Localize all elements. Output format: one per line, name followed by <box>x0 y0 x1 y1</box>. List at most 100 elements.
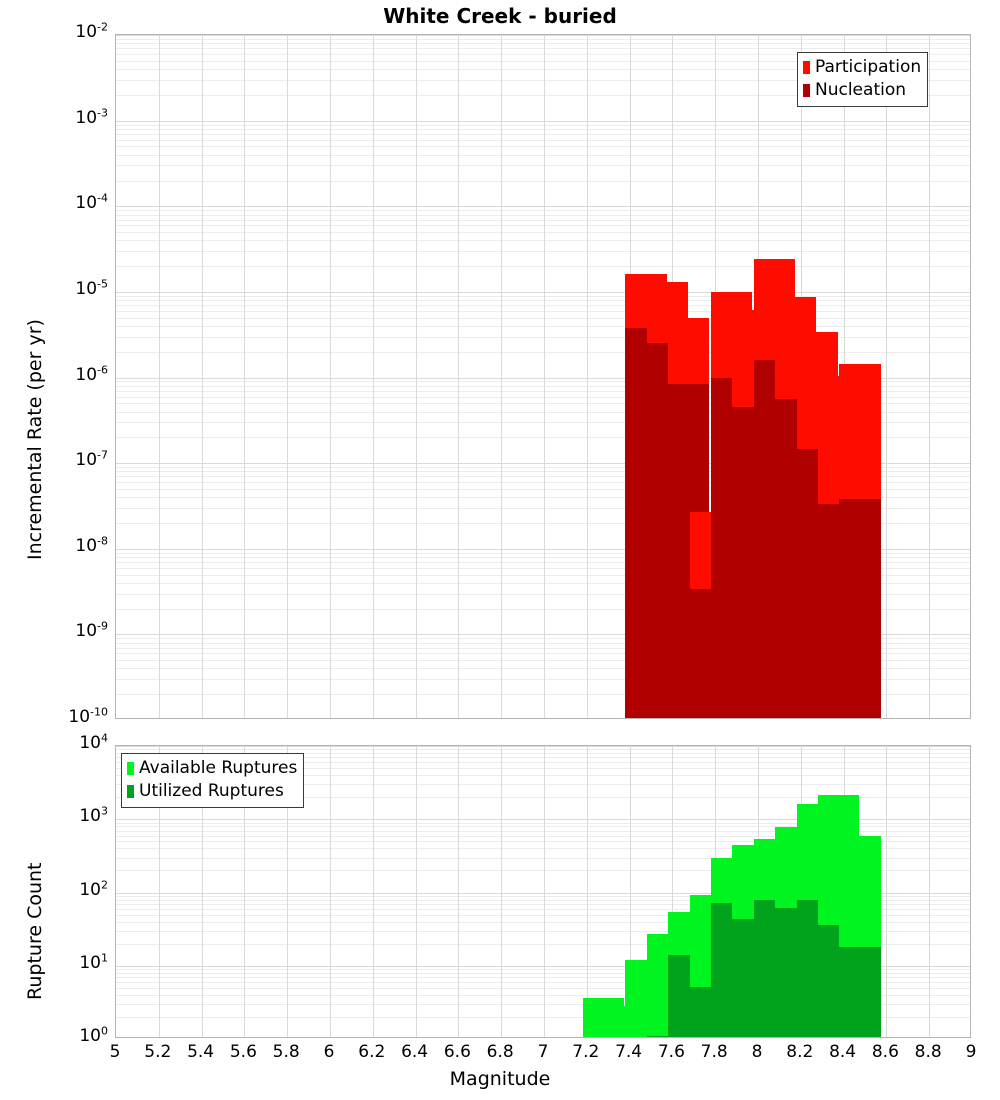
gridline-minor <box>116 977 970 979</box>
gridline-minor <box>116 1016 970 1018</box>
gridline-minor <box>116 987 970 989</box>
gridline-minor <box>116 608 970 610</box>
gridline-minor <box>116 552 970 554</box>
gridline-minor <box>116 38 970 40</box>
x-tick-label: 8.8 <box>914 1042 942 1062</box>
top-plot-legend: Participation Nucleation <box>797 52 929 107</box>
gridline-minor <box>116 694 970 696</box>
gridline-minor <box>116 1004 970 1006</box>
x-tick-label: 6 <box>323 1042 335 1062</box>
x-tick-label: 9 <box>965 1042 977 1062</box>
x-tick-label: 5.4 <box>187 1042 215 1062</box>
x-tick-label: 5.2 <box>144 1042 172 1062</box>
gridline-vertical <box>330 746 331 1037</box>
gridline-vertical <box>158 746 160 1037</box>
x-tick-label: 8 <box>751 1042 763 1062</box>
gridline-minor <box>116 574 970 576</box>
gridline-minor <box>116 381 970 383</box>
y-tick-label: 102 <box>79 877 108 900</box>
x-tick-label: 8.6 <box>871 1042 899 1062</box>
gridline-minor <box>116 775 970 777</box>
gridline-minor <box>116 390 970 392</box>
gridline-minor <box>116 797 970 799</box>
gridline-minor <box>116 266 970 268</box>
y-tick-label: 10-9 <box>75 619 108 642</box>
gridline-minor <box>116 482 970 484</box>
gridline-minor <box>116 251 970 252</box>
bottom-plot-bars <box>116 746 970 1037</box>
gridline-minor <box>116 593 970 595</box>
x-tick-label: 6.8 <box>486 1042 514 1062</box>
legend-label: Nucleation <box>815 80 907 100</box>
gridline-minor <box>116 94 970 96</box>
gridline-minor <box>116 69 970 71</box>
y-tick-label: 10-10 <box>68 705 108 727</box>
gridline-minor <box>116 476 970 478</box>
gridline-minor <box>116 165 970 167</box>
x-tick-label: 6.2 <box>358 1042 386 1062</box>
x-tick-label: 8.2 <box>786 1042 814 1062</box>
gridline-minor <box>116 422 970 424</box>
gridline-minor <box>116 895 970 897</box>
gridline-minor <box>116 523 970 524</box>
x-tick-label: 5 <box>109 1042 121 1062</box>
gridline-minor <box>116 757 970 759</box>
gridline-minor <box>116 219 970 221</box>
legend-entry: Participation <box>803 56 921 79</box>
bottom-plot-legend: Available Ruptures Utilized Ruptures <box>121 753 305 808</box>
gridline-minor <box>116 653 970 655</box>
gridline-minor <box>116 48 970 50</box>
gridline-major <box>116 634 970 636</box>
gridline-vertical <box>415 35 417 718</box>
y-tick-label: 103 <box>79 804 108 827</box>
y-tick-label: 10-2 <box>75 20 108 42</box>
legend-swatch-icon <box>127 785 134 798</box>
gridline-major <box>116 892 970 894</box>
chart-title: White Creek - buried <box>383 4 617 28</box>
gridline-minor <box>116 994 970 996</box>
y-tick-label: 10-5 <box>75 277 108 299</box>
top-plot-bars <box>116 35 970 718</box>
gridline-minor <box>116 848 970 850</box>
gridline-major <box>116 120 970 122</box>
gridline-minor <box>116 903 970 905</box>
gridline-minor <box>116 914 970 916</box>
gridline-minor <box>116 567 970 569</box>
gridline-minor <box>116 582 970 584</box>
gridline-minor <box>116 668 970 670</box>
gridline-major <box>116 819 970 821</box>
gridline-vertical <box>586 746 588 1037</box>
gridline-vertical <box>458 35 460 718</box>
gridline-minor <box>116 180 970 182</box>
x-tick-label: 5.8 <box>272 1042 300 1062</box>
gridline-vertical <box>372 746 374 1037</box>
gridline-minor <box>116 562 970 563</box>
gridline-minor <box>116 133 970 135</box>
top-y-axis-label: Incremental Rate (per yr) <box>24 319 46 560</box>
gridline-vertical <box>158 35 160 718</box>
legend-label: Available Ruptures <box>139 758 298 778</box>
gridline-minor <box>116 822 970 824</box>
gridline-vertical <box>544 35 545 718</box>
x-tick-label: 7.8 <box>700 1042 728 1062</box>
gridline-minor <box>116 325 970 327</box>
gridline-vertical <box>458 746 460 1037</box>
gridline-major <box>116 206 970 208</box>
gridline-vertical <box>415 746 417 1037</box>
gridline-vertical <box>330 35 331 718</box>
gridline-vertical <box>372 35 374 718</box>
gridline-vertical <box>201 746 203 1037</box>
gridline-vertical <box>586 35 588 718</box>
x-tick-label: 5.6 <box>229 1042 257 1062</box>
x-tick-label: 7 <box>537 1042 549 1062</box>
bar-segment-utilized-ruptures <box>646 1036 688 1037</box>
gridline-minor <box>116 921 970 923</box>
gridline-minor <box>116 638 970 640</box>
y-tick-label: 10-7 <box>75 448 108 471</box>
gridline-minor <box>116 679 970 681</box>
gridline-vertical <box>929 746 931 1037</box>
gridline-minor <box>116 225 970 227</box>
gridline-major <box>116 377 970 379</box>
gridline-minor <box>116 943 970 945</box>
